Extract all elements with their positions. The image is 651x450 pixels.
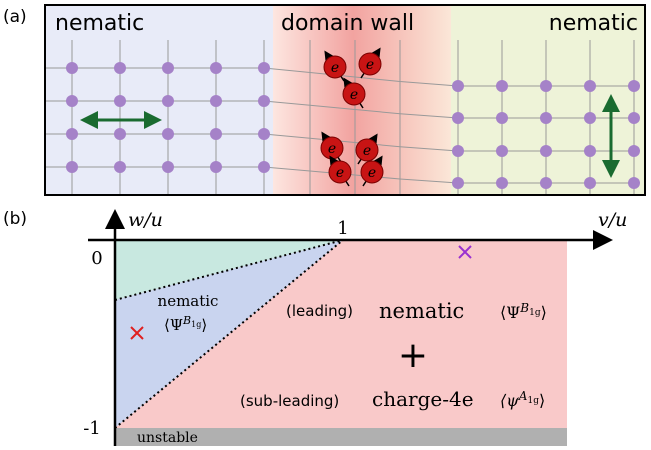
lattice-site xyxy=(584,80,596,92)
lattice-site xyxy=(628,177,640,189)
lattice-site xyxy=(210,161,222,173)
lattice-site xyxy=(66,128,78,140)
lattice-site xyxy=(162,95,174,107)
lattice-site xyxy=(66,161,78,173)
electron-label: e xyxy=(350,87,358,103)
lattice-site xyxy=(584,177,596,189)
x-tick: 1 xyxy=(337,218,348,239)
axis-label: v/u xyxy=(598,209,627,231)
lattice-site xyxy=(628,80,640,92)
lattice-site xyxy=(114,128,126,140)
unstable-label: unstable xyxy=(137,430,198,446)
lattice-site xyxy=(114,62,126,74)
lattice-site xyxy=(540,177,552,189)
panel-label: (b) xyxy=(3,209,27,229)
region-label: nematic xyxy=(549,11,638,36)
op-sup: A xyxy=(518,389,528,403)
lattice-site xyxy=(496,112,508,124)
lattice-site xyxy=(540,80,552,92)
figure: eeeeeee (a) nematic domain wall nematic … xyxy=(0,0,651,450)
phase-name: charge-4e xyxy=(372,387,474,411)
electron-label: e xyxy=(331,60,339,76)
lattice-site xyxy=(66,62,78,74)
op: ⟩ xyxy=(539,391,545,410)
lattice-site xyxy=(540,112,552,124)
lattice-site xyxy=(258,62,270,74)
lattice-site xyxy=(540,145,552,157)
op: ⟩ xyxy=(201,316,207,334)
lattice-site xyxy=(628,112,640,124)
panel-b: (b) w/u v/u 1 0 -1 nematic ⟨ΨB1g⟩ (leadi… xyxy=(3,209,627,446)
lattice-site xyxy=(162,62,174,74)
lattice-site xyxy=(496,177,508,189)
phase-name: nematic xyxy=(379,299,464,323)
lattice-site xyxy=(584,145,596,157)
region-label: nematic xyxy=(55,11,144,36)
op: ⟨Ψ xyxy=(500,303,520,322)
axis-label: w/u xyxy=(128,209,163,231)
op-sup: B xyxy=(519,301,529,315)
lattice-site xyxy=(258,161,270,173)
lattice-site xyxy=(496,80,508,92)
lattice-site xyxy=(114,95,126,107)
lattice-site xyxy=(210,95,222,107)
region-label: domain wall xyxy=(281,11,414,36)
op-sup: B xyxy=(182,314,191,327)
lattice-site xyxy=(258,95,270,107)
op-subsup: 1g xyxy=(529,308,541,318)
lattice-site xyxy=(210,62,222,74)
tag: (leading) xyxy=(286,302,353,320)
lattice-site xyxy=(162,128,174,140)
y-tick: 0 xyxy=(91,248,102,269)
lattice-site xyxy=(452,177,464,189)
y-tick: -1 xyxy=(83,418,101,439)
panel-label: (a) xyxy=(3,7,27,27)
electron-label: e xyxy=(363,143,371,159)
electron-label: e xyxy=(366,57,374,73)
electron-label: e xyxy=(368,165,376,181)
lattice-site xyxy=(162,161,174,173)
lattice-site xyxy=(66,95,78,107)
plus: + xyxy=(398,335,428,376)
lattice-site xyxy=(210,128,222,140)
lattice-site xyxy=(452,80,464,92)
op-subsup: 1g xyxy=(191,320,201,329)
lattice-site xyxy=(496,145,508,157)
lattice-site xyxy=(452,112,464,124)
op: ⟨Ψ xyxy=(164,316,183,334)
tag: (sub-leading) xyxy=(240,392,339,410)
lattice-site xyxy=(584,112,596,124)
phase-name: nematic xyxy=(158,292,219,310)
lattice-site xyxy=(258,128,270,140)
op: ⟩ xyxy=(541,303,547,322)
lattice-site xyxy=(114,161,126,173)
lattice-site xyxy=(452,145,464,157)
electron-label: e xyxy=(336,165,344,181)
op-subsup: 1g xyxy=(527,396,539,406)
electron-label: e xyxy=(328,141,336,157)
op: ⟨ψ xyxy=(500,391,519,410)
lattice-site xyxy=(628,145,640,157)
